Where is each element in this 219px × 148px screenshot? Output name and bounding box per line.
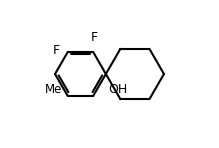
Text: F: F [91,31,98,44]
Text: Me: Me [45,83,62,96]
Text: F: F [53,44,60,57]
Text: OH: OH [108,83,127,96]
